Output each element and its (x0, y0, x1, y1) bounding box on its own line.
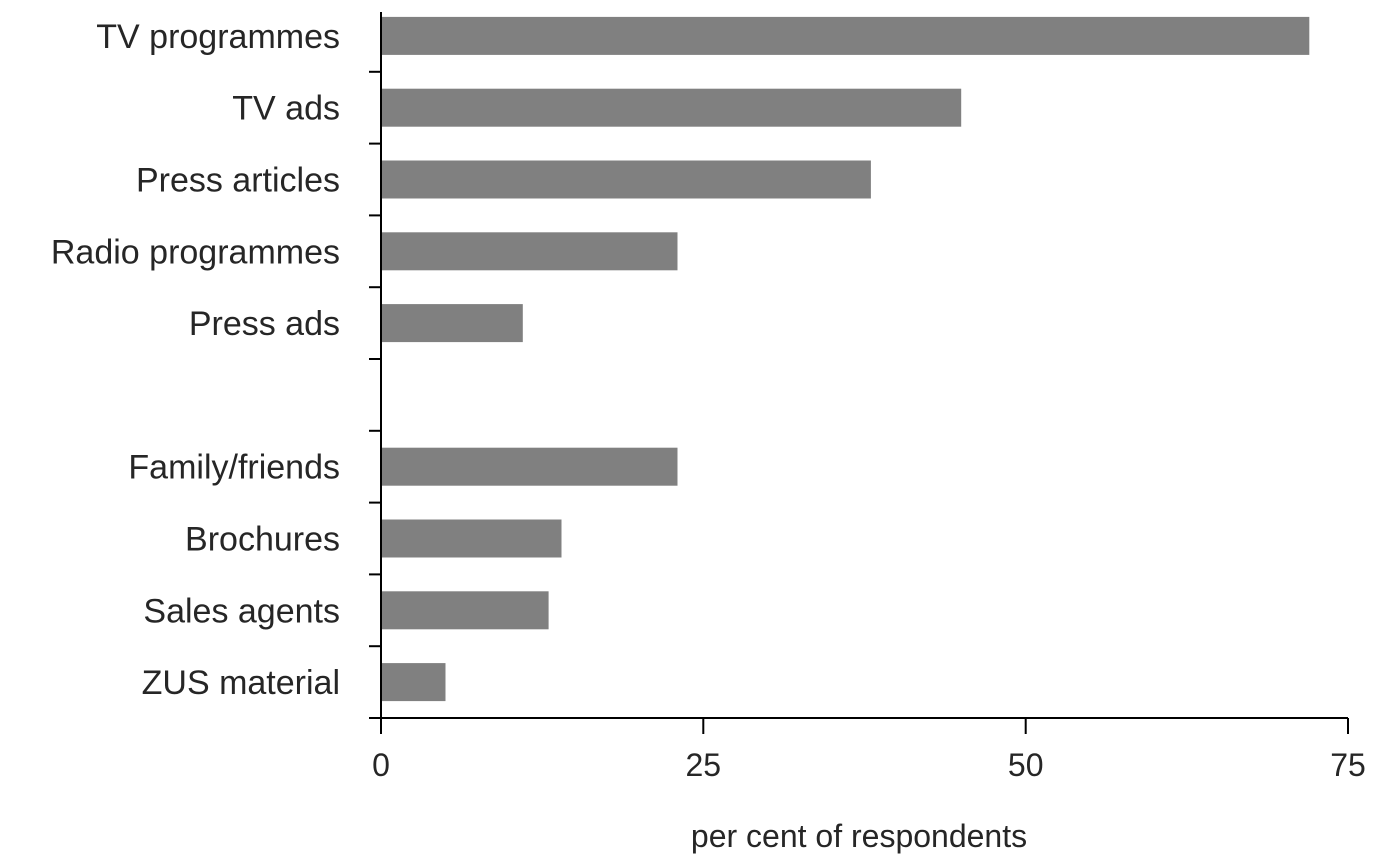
x-axis-title: per cent of respondents (691, 818, 1027, 854)
bar (381, 663, 446, 702)
category-label: Family/friends (128, 449, 340, 487)
bar (381, 16, 1310, 55)
category-label: ZUS material (142, 664, 340, 702)
bar (381, 591, 549, 630)
bar (381, 160, 871, 199)
bar (381, 519, 562, 558)
bar (381, 447, 678, 486)
category-label: Press ads (189, 305, 340, 343)
category-label: Press articles (136, 162, 340, 200)
category-label: TV ads (232, 90, 340, 128)
x-tick-label: 0 (372, 747, 390, 783)
x-tick-label: 75 (1330, 747, 1366, 783)
category-label: TV programmes (96, 18, 340, 56)
x-tick-label: 50 (1008, 747, 1044, 783)
bar (381, 88, 962, 127)
category-label: Radio programmes (51, 233, 340, 271)
bar (381, 232, 678, 271)
x-tick-label: 25 (686, 747, 722, 783)
bar (381, 304, 523, 343)
category-label: Sales agents (143, 592, 340, 630)
category-label: Brochures (185, 521, 340, 559)
